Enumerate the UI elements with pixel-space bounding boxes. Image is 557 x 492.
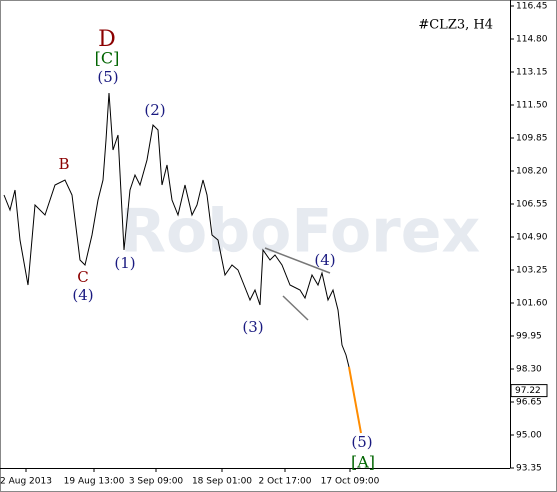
- y-tick-label: 108.20: [516, 167, 548, 177]
- wave-label: [C]: [95, 49, 120, 68]
- y-tick-label: 111.50: [516, 101, 548, 111]
- y-tick-label: 103.25: [516, 266, 548, 276]
- x-tick-label: 18 Sep 01:00: [192, 477, 252, 487]
- wave-label: (2): [144, 101, 165, 119]
- watermark: RoboForex: [120, 197, 480, 267]
- y-tick-label: 98.30: [516, 365, 542, 375]
- x-tick-label: 17 Oct 09:00: [321, 477, 380, 487]
- y-tick-label: 99.95: [516, 332, 542, 342]
- wave-label: D: [98, 27, 116, 52]
- trendline: [264, 247, 331, 274]
- y-tick-label: 104.90: [516, 233, 548, 243]
- wave-label: [A]: [351, 453, 375, 472]
- x-tick-label: 2 Aug 2013: [0, 477, 52, 487]
- wave-label: (3): [242, 318, 263, 336]
- last-price-label: 97.22: [515, 386, 541, 396]
- y-tick-label: 93.35: [516, 464, 542, 474]
- y-tick-label: 113.15: [516, 68, 548, 78]
- wave-label: (1): [114, 254, 135, 272]
- y-tick-label: 114.80: [516, 35, 548, 45]
- price-line: [348, 366, 362, 434]
- last-price-box: [510, 384, 548, 398]
- x-tick-label: 19 Aug 13:00: [64, 477, 125, 487]
- y-tick-label: 96.65: [516, 398, 542, 408]
- wave-label: B: [58, 155, 69, 173]
- wave-label: (5): [351, 433, 372, 451]
- chart-title: #CLZ3, H4: [418, 18, 493, 33]
- price-line: [3, 92, 350, 368]
- y-tick-label: 109.85: [516, 134, 548, 144]
- x-tick-label: 3 Sep 09:00: [129, 477, 184, 487]
- y-tick-label: 95.00: [516, 431, 542, 441]
- wave-label: (4): [72, 286, 93, 304]
- wave-label: (4): [314, 251, 335, 269]
- y-tick-label: 116.45: [516, 2, 548, 12]
- y-tick-label: 106.55: [516, 200, 548, 210]
- trendline: [282, 295, 309, 321]
- wave-label: C: [77, 268, 88, 286]
- x-tick-label: 2 Oct 17:00: [259, 477, 312, 487]
- y-tick-label: 101.60: [516, 299, 548, 309]
- wave-label: (5): [97, 68, 118, 86]
